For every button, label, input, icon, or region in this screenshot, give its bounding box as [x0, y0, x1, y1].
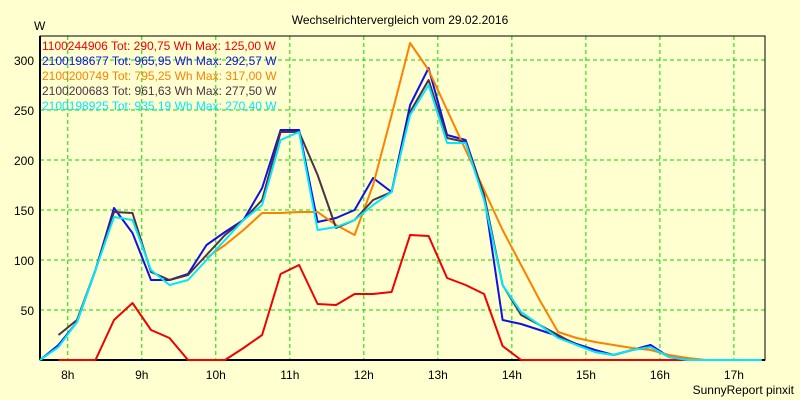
y-axis-label: W: [34, 19, 46, 33]
x-tick-label: 10h: [206, 368, 226, 382]
x-tick-label: 9h: [135, 368, 148, 382]
grid: [40, 36, 765, 360]
legend-entry-2100200683: 2100200683 Tot: 961,63 Wh Max: 277,50 W: [42, 84, 277, 98]
y-tick-label: 150: [14, 204, 34, 218]
x-tick-label: 13h: [428, 368, 448, 382]
legend-entry-2100200749: 2100200749 Tot: 795,25 Wh Max: 317,00 W: [42, 69, 277, 83]
x-tick-label: 12h: [354, 368, 374, 382]
axes: 50 100 150 200 250 300 8h 9h 10h 11h 12h 13h 14h 15h 1…: [14, 35, 766, 382]
x-tick-label: 16h: [650, 368, 670, 382]
x-tick-label: 15h: [576, 368, 596, 382]
y-tick-label: 250: [14, 104, 34, 118]
y-tick-label: 50: [21, 304, 35, 318]
x-tick-label: 14h: [502, 368, 522, 382]
footer-credit: SunnyReport pinxit: [693, 383, 795, 397]
series-line-1100244906: [58, 234, 762, 361]
y-tick-label: 100: [14, 254, 34, 268]
legend-entry-2100198677: 2100198677 Tot: 965,95 Wh Max: 292,57 W: [42, 54, 277, 68]
x-tick-label: 8h: [61, 368, 74, 382]
series-lines: [39, 42, 762, 361]
series-line-2100198925: [39, 84, 762, 361]
legend-entry-1100244906: 1100244906 Tot: 290,75 Wh Max: 125,00 W: [42, 39, 276, 53]
y-tick-label: 300: [14, 54, 34, 68]
x-tick-label: 11h: [280, 368, 299, 382]
series-line-2100200683: [57, 79, 762, 361]
legend-entry-2100198925: 2100198925 Tot: 935,19 Wh Max: 270,40 W: [42, 99, 277, 113]
legend: 1100244906 Tot: 290,75 Wh Max: 125,00 W2…: [42, 39, 277, 113]
y-tick-label: 200: [14, 154, 34, 168]
chart-title: Wechselrichtervergleich vom 29.02.2016: [292, 13, 509, 27]
series-line-2100200749: [205, 42, 762, 361]
x-tick-label: 17h: [724, 368, 744, 382]
